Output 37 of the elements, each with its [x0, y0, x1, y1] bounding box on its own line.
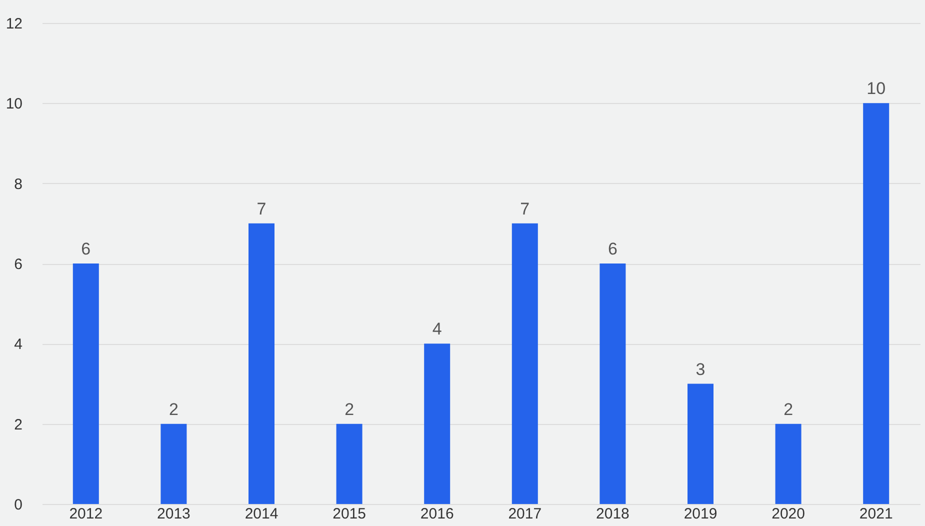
x-tick-label: 2015	[332, 506, 366, 522]
x-tick-label: 2020	[772, 506, 805, 522]
data-label: 7	[520, 199, 530, 218]
data-label: 2	[344, 400, 354, 419]
bar	[336, 424, 362, 504]
y-tick-label: 4	[14, 336, 22, 354]
bar	[863, 103, 890, 504]
data-label: 7	[256, 199, 266, 218]
bar	[512, 223, 538, 504]
y-tick-label: 6	[14, 256, 22, 273]
data-label: 10	[866, 79, 886, 98]
x-tick-label: 2017	[508, 506, 542, 522]
y-tick-label: 8	[14, 176, 22, 193]
bar	[775, 424, 802, 504]
data-label: 4	[432, 320, 442, 339]
bar	[248, 223, 274, 504]
y-tick-label: 10	[6, 96, 22, 113]
x-tick-label: 2013	[157, 506, 190, 522]
y-tick-label: 2	[14, 416, 22, 434]
bar	[424, 344, 450, 504]
bar	[688, 384, 714, 504]
x-tick-label: 2021	[859, 506, 893, 522]
data-label: 6	[608, 240, 618, 258]
data-label: 2	[784, 400, 794, 419]
data-label: 6	[81, 240, 91, 258]
data-label: 3	[696, 360, 706, 379]
y-tick-label: 0	[14, 496, 22, 514]
x-tick-label: 2018	[596, 506, 630, 522]
bar	[160, 424, 187, 504]
y-tick-label: 12	[6, 16, 22, 32]
x-tick-label: 2012	[69, 506, 103, 522]
bar	[72, 264, 99, 504]
x-tick-label: 2016	[420, 506, 454, 522]
data-label: 2	[168, 400, 178, 419]
x-tick-label: 2019	[684, 506, 718, 522]
bar	[600, 264, 626, 504]
x-tick-label: 2014	[244, 506, 278, 522]
